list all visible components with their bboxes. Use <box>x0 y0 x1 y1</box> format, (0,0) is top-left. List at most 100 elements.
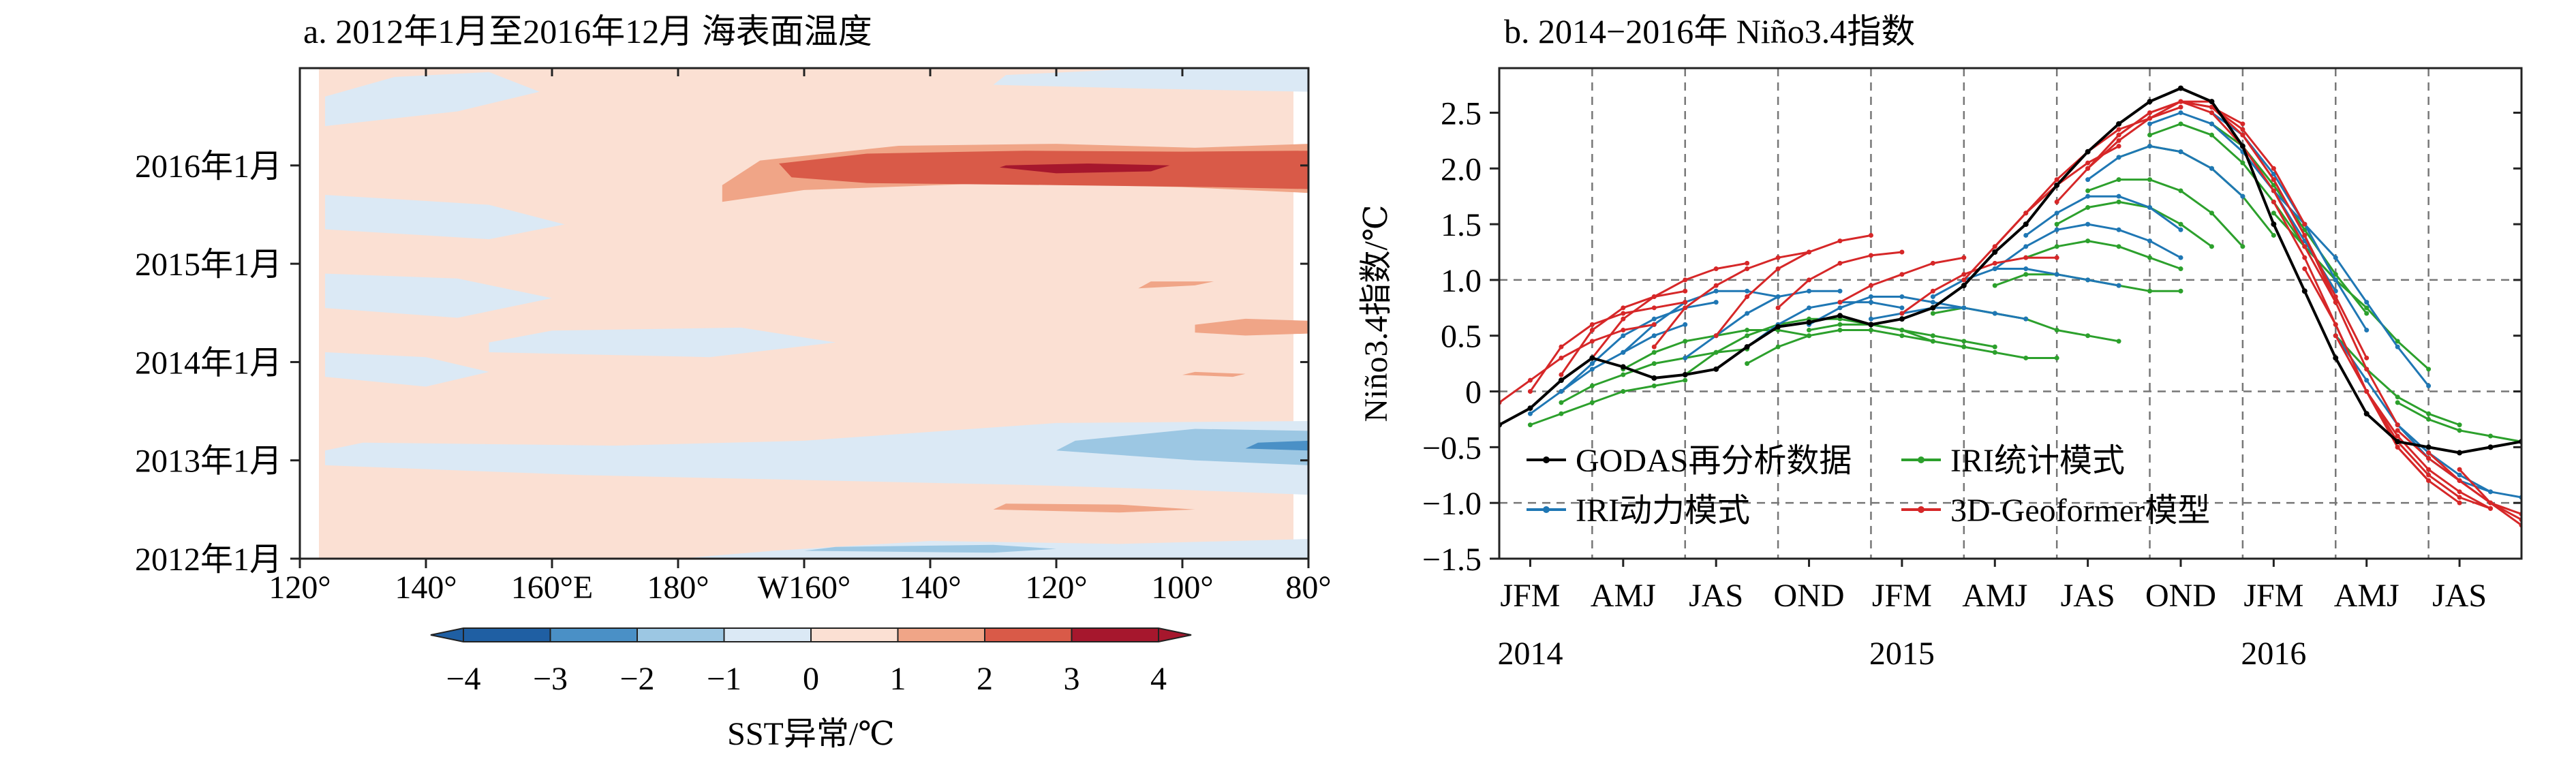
geoformer-forecast-line-point <box>1527 377 1533 383</box>
godas-observed-line-point <box>2425 444 2432 450</box>
geoformer-forecast-line-point <box>1621 316 1626 322</box>
iri-statistical-forecast-line-point <box>2457 428 2462 433</box>
colorbar-tick-label: 4 <box>1150 661 1167 697</box>
geoformer-forecast-line-point <box>1589 339 1595 344</box>
line-chart-legend: GODAS再分析数据 IRI统计模式 IRI动力模式 3D-Geoformer模型 <box>1527 443 2210 529</box>
geoformer-forecast-line <box>2149 100 2306 225</box>
legend-marker <box>1543 456 1550 463</box>
iri-dynamical-forecast-line <box>1994 223 2181 270</box>
geoformer-forecast-line-point <box>2085 166 2091 171</box>
iri-statistical-forecast-line-point <box>1683 339 1688 344</box>
y-tick-label: 2.0 <box>1441 151 1482 187</box>
iri-dynamical-forecast-line-point <box>2147 144 2153 149</box>
x-tick-label: OND <box>2145 578 2216 614</box>
geoformer-forecast-line-point <box>2302 266 2307 272</box>
colorbar-tick-label: −3 <box>533 661 568 697</box>
geoformer-forecast-line-point <box>1651 322 1657 327</box>
y-tick-label: 2013年1月 <box>135 444 282 480</box>
legend-marker <box>1918 506 1925 513</box>
x-tick-label: JAS <box>2432 578 2487 614</box>
iri-statistical-forecast-line-point <box>1961 344 1967 350</box>
iri-statistical-forecast-line-point <box>1837 322 1843 327</box>
geoformer-forecast-line-point <box>2302 255 2307 260</box>
iri-dynamical-forecast-line-point <box>1837 305 1843 311</box>
iri-dynamical-forecast-line-point <box>2178 227 2183 232</box>
x-tick-label: JAS <box>1689 578 1743 614</box>
iri-statistical-forecast-line-point <box>2054 244 2059 249</box>
iri-dynamical-forecast-line-point <box>2271 171 2276 176</box>
geoformer-forecast-line <box>2303 268 2460 504</box>
iri-statistical-forecast-line-point <box>2023 272 2029 277</box>
geoformer-forecast-line-point <box>1930 288 1935 294</box>
iri-statistical-forecast-line-point <box>2271 183 2276 188</box>
iri-statistical-forecast-line-point <box>2116 339 2121 344</box>
colorbar-segment <box>637 628 724 642</box>
geoformer-forecast-line-point <box>1651 305 1657 311</box>
iri-dynamical-forecast-line-point <box>2116 193 2121 199</box>
iri-dynamical-forecast-line-point <box>1868 300 1873 305</box>
contour-region-12 <box>325 421 1308 495</box>
godas-observed-line-point <box>1527 405 1533 411</box>
iri-statistical-forecast-line-point <box>1837 328 1843 333</box>
iri-statistical-forecast-line-point <box>2178 188 2183 193</box>
geoformer-forecast-line-point <box>2457 500 2462 506</box>
iri-statistical-forecast-line-point <box>1899 333 1905 339</box>
contour-region-10 <box>489 327 836 358</box>
iri-dynamical-forecast-line-point <box>1589 361 1595 367</box>
iri-statistical-forecast-line-point <box>1868 328 1873 333</box>
geoformer-forecast-line <box>1499 323 1655 404</box>
godas-observed-line-point <box>1589 355 1595 361</box>
geoformer-forecast-line-point <box>2054 177 2059 183</box>
iri-statistical-forecast-line-point <box>1992 283 1997 288</box>
colorbar-tick-label: 2 <box>977 661 993 697</box>
geoformer-forecast-line <box>1653 251 1809 348</box>
iri-dynamical-forecast-line-point <box>1683 355 1688 360</box>
iri-statistical-forecast-line-point <box>1992 344 1997 350</box>
iri-dynamical-forecast-line-point <box>1713 288 1719 294</box>
geoformer-forecast-line-point <box>2395 422 2400 428</box>
legend-entry: IRI统计模式 <box>1901 443 2125 479</box>
iri-dynamical-forecast-line-point <box>1899 294 1905 299</box>
x-tick-label: W160° <box>758 570 851 606</box>
iri-statistical-forecast-line-point <box>1559 400 1564 405</box>
iri-dynamical-forecast-line-point <box>2116 155 2121 160</box>
godas-observed-line-point <box>1806 320 1812 326</box>
iri-statistical-forecast-line-point <box>2209 244 2214 249</box>
x-year-label: 2016 <box>2241 636 2306 672</box>
geoformer-forecast-line-point <box>1559 344 1564 350</box>
godas-observed-line-point <box>2023 221 2029 228</box>
panel-a-sst-heatmap: a. 2012年1月至2016年12月 海表面温度 120° 140° 160°E 1… <box>135 12 1332 752</box>
geoformer-forecast-line-point <box>2364 389 2370 394</box>
iri-dynamical-forecast-line-point <box>2085 177 2091 183</box>
iri-statistical-forecast-line-point <box>2147 255 2153 260</box>
geoformer-forecast-line-point <box>2116 144 2121 149</box>
iri-statistical-forecast-line-point <box>1589 400 1595 405</box>
iri-statistical-forecast-line-point <box>1961 339 1967 344</box>
iri-statistical-forecast-line-point <box>2147 288 2153 294</box>
geoformer-forecast-line-point <box>2116 127 2121 132</box>
contour-region-3 <box>1138 281 1214 289</box>
iri-statistical-forecast-line-point <box>2426 416 2432 422</box>
iri-statistical-forecast-line-point <box>1651 361 1657 367</box>
x-tick-label: 140° <box>395 570 457 606</box>
iri-statistical-forecast-line-point <box>1621 389 1626 394</box>
iri-dynamical-forecast-line <box>2335 335 2491 493</box>
godas-observed-line <box>1499 87 2521 454</box>
colorbar-tick-label: −4 <box>446 661 480 697</box>
godas-observed-line-point <box>1992 249 1998 255</box>
iri-dynamical-forecast-line-point <box>1621 333 1626 339</box>
heatmap-contours <box>325 68 1308 559</box>
colorbar-tick-label: 0 <box>803 661 819 697</box>
iri-dynamical-forecast-line <box>1529 323 1686 415</box>
iri-dynamical-forecast-line-point <box>2333 277 2338 283</box>
geoformer-forecast-line-point <box>2209 110 2214 115</box>
iri-statistical-forecast-line-point <box>2023 355 2029 360</box>
iri-dynamical-forecast-line-point <box>2209 166 2214 171</box>
geoformer-forecast-line-point <box>2240 132 2245 138</box>
godas-observed-line-point <box>1899 316 1905 322</box>
geoformer-forecast-line-point <box>2395 433 2400 439</box>
iri-statistical-forecast-line-point <box>1683 377 1688 383</box>
iri-statistical-forecast-line-point <box>2054 221 2059 227</box>
contour-region-5 <box>1182 371 1246 377</box>
